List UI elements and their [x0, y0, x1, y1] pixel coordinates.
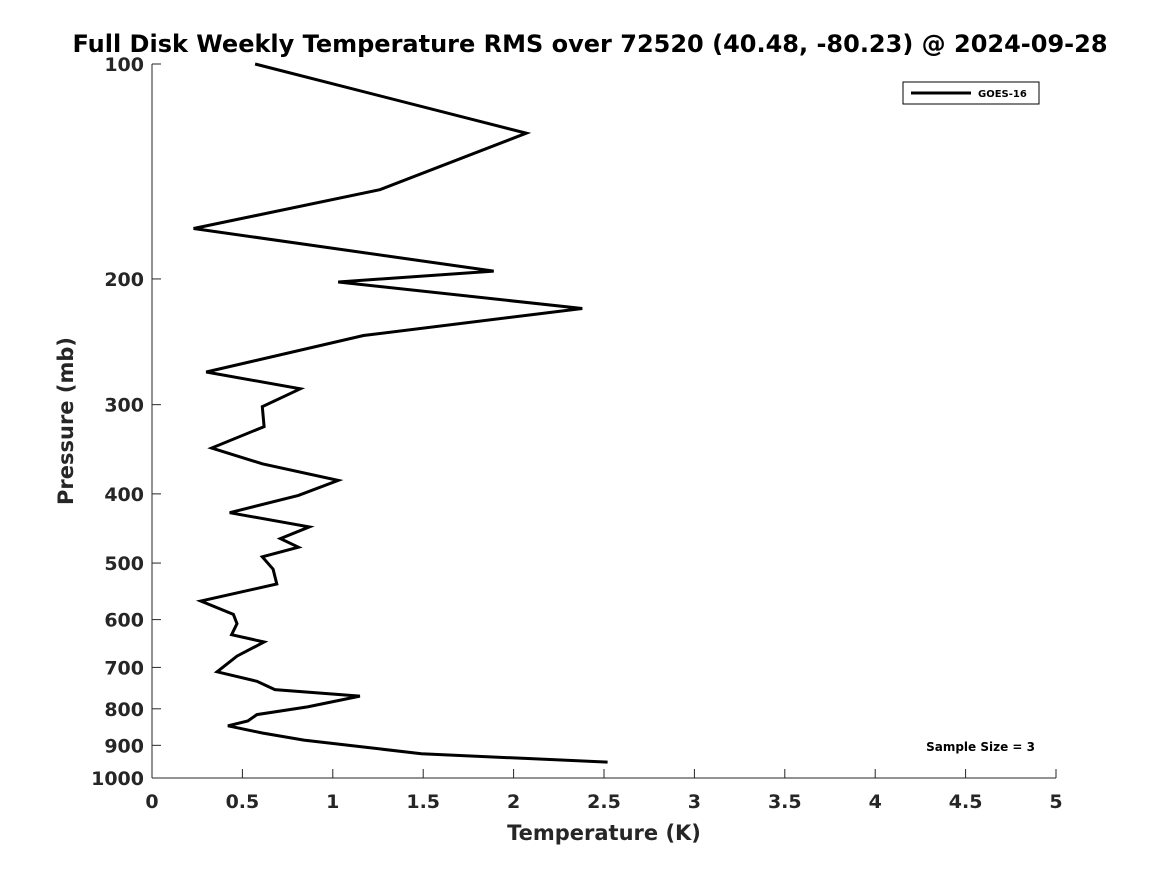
x-tick-label: 4 [869, 791, 882, 813]
series-group [193, 62, 608, 764]
y-tick-label: 900 [104, 735, 144, 757]
x-tick-label: 2 [507, 791, 520, 813]
plot-area [151, 64, 1056, 779]
legend-entry-label: GOES-16 [978, 89, 1027, 100]
series-line-goes-16 [193, 62, 608, 764]
x-axis: 0 0.5 1 1.5 2 2.5 3 3.5 4 4.5 5 [145, 769, 1063, 813]
x-tick-label: 2.5 [587, 791, 621, 813]
y-tick-label: 1000 [91, 768, 144, 790]
y-tick-label: 400 [104, 484, 144, 506]
y-tick-label: 800 [104, 699, 144, 721]
y-axis: 100 200 300 400 500 600 700 800 900 1000 [91, 54, 161, 790]
x-tick-label: 1.5 [406, 791, 440, 813]
y-tick-label: 600 [104, 610, 144, 632]
sample-size-annotation: Sample Size = 3 [926, 740, 1035, 754]
y-tick-label: 100 [104, 54, 144, 76]
y-tick-label: 500 [104, 553, 144, 575]
legend: GOES-16 [902, 81, 1040, 105]
x-tick-label: 3.5 [768, 791, 802, 813]
y-tick-label: 700 [104, 657, 144, 679]
y-tick-label: 300 [104, 395, 144, 417]
x-axis-label: Temperature (K) [507, 821, 701, 845]
chart-title: Full Disk Weekly Temperature RMS over 72… [72, 30, 1107, 58]
y-axis-label: Pressure (mb) [54, 337, 78, 505]
x-tick-label: 5 [1049, 791, 1062, 813]
x-tick-label: 4.5 [949, 791, 983, 813]
y-tick-label: 200 [104, 269, 144, 291]
x-tick-label: 0.5 [226, 791, 260, 813]
x-tick-label: 3 [688, 791, 701, 813]
x-tick-label: 1 [326, 791, 339, 813]
x-tick-label: 0 [145, 791, 158, 813]
